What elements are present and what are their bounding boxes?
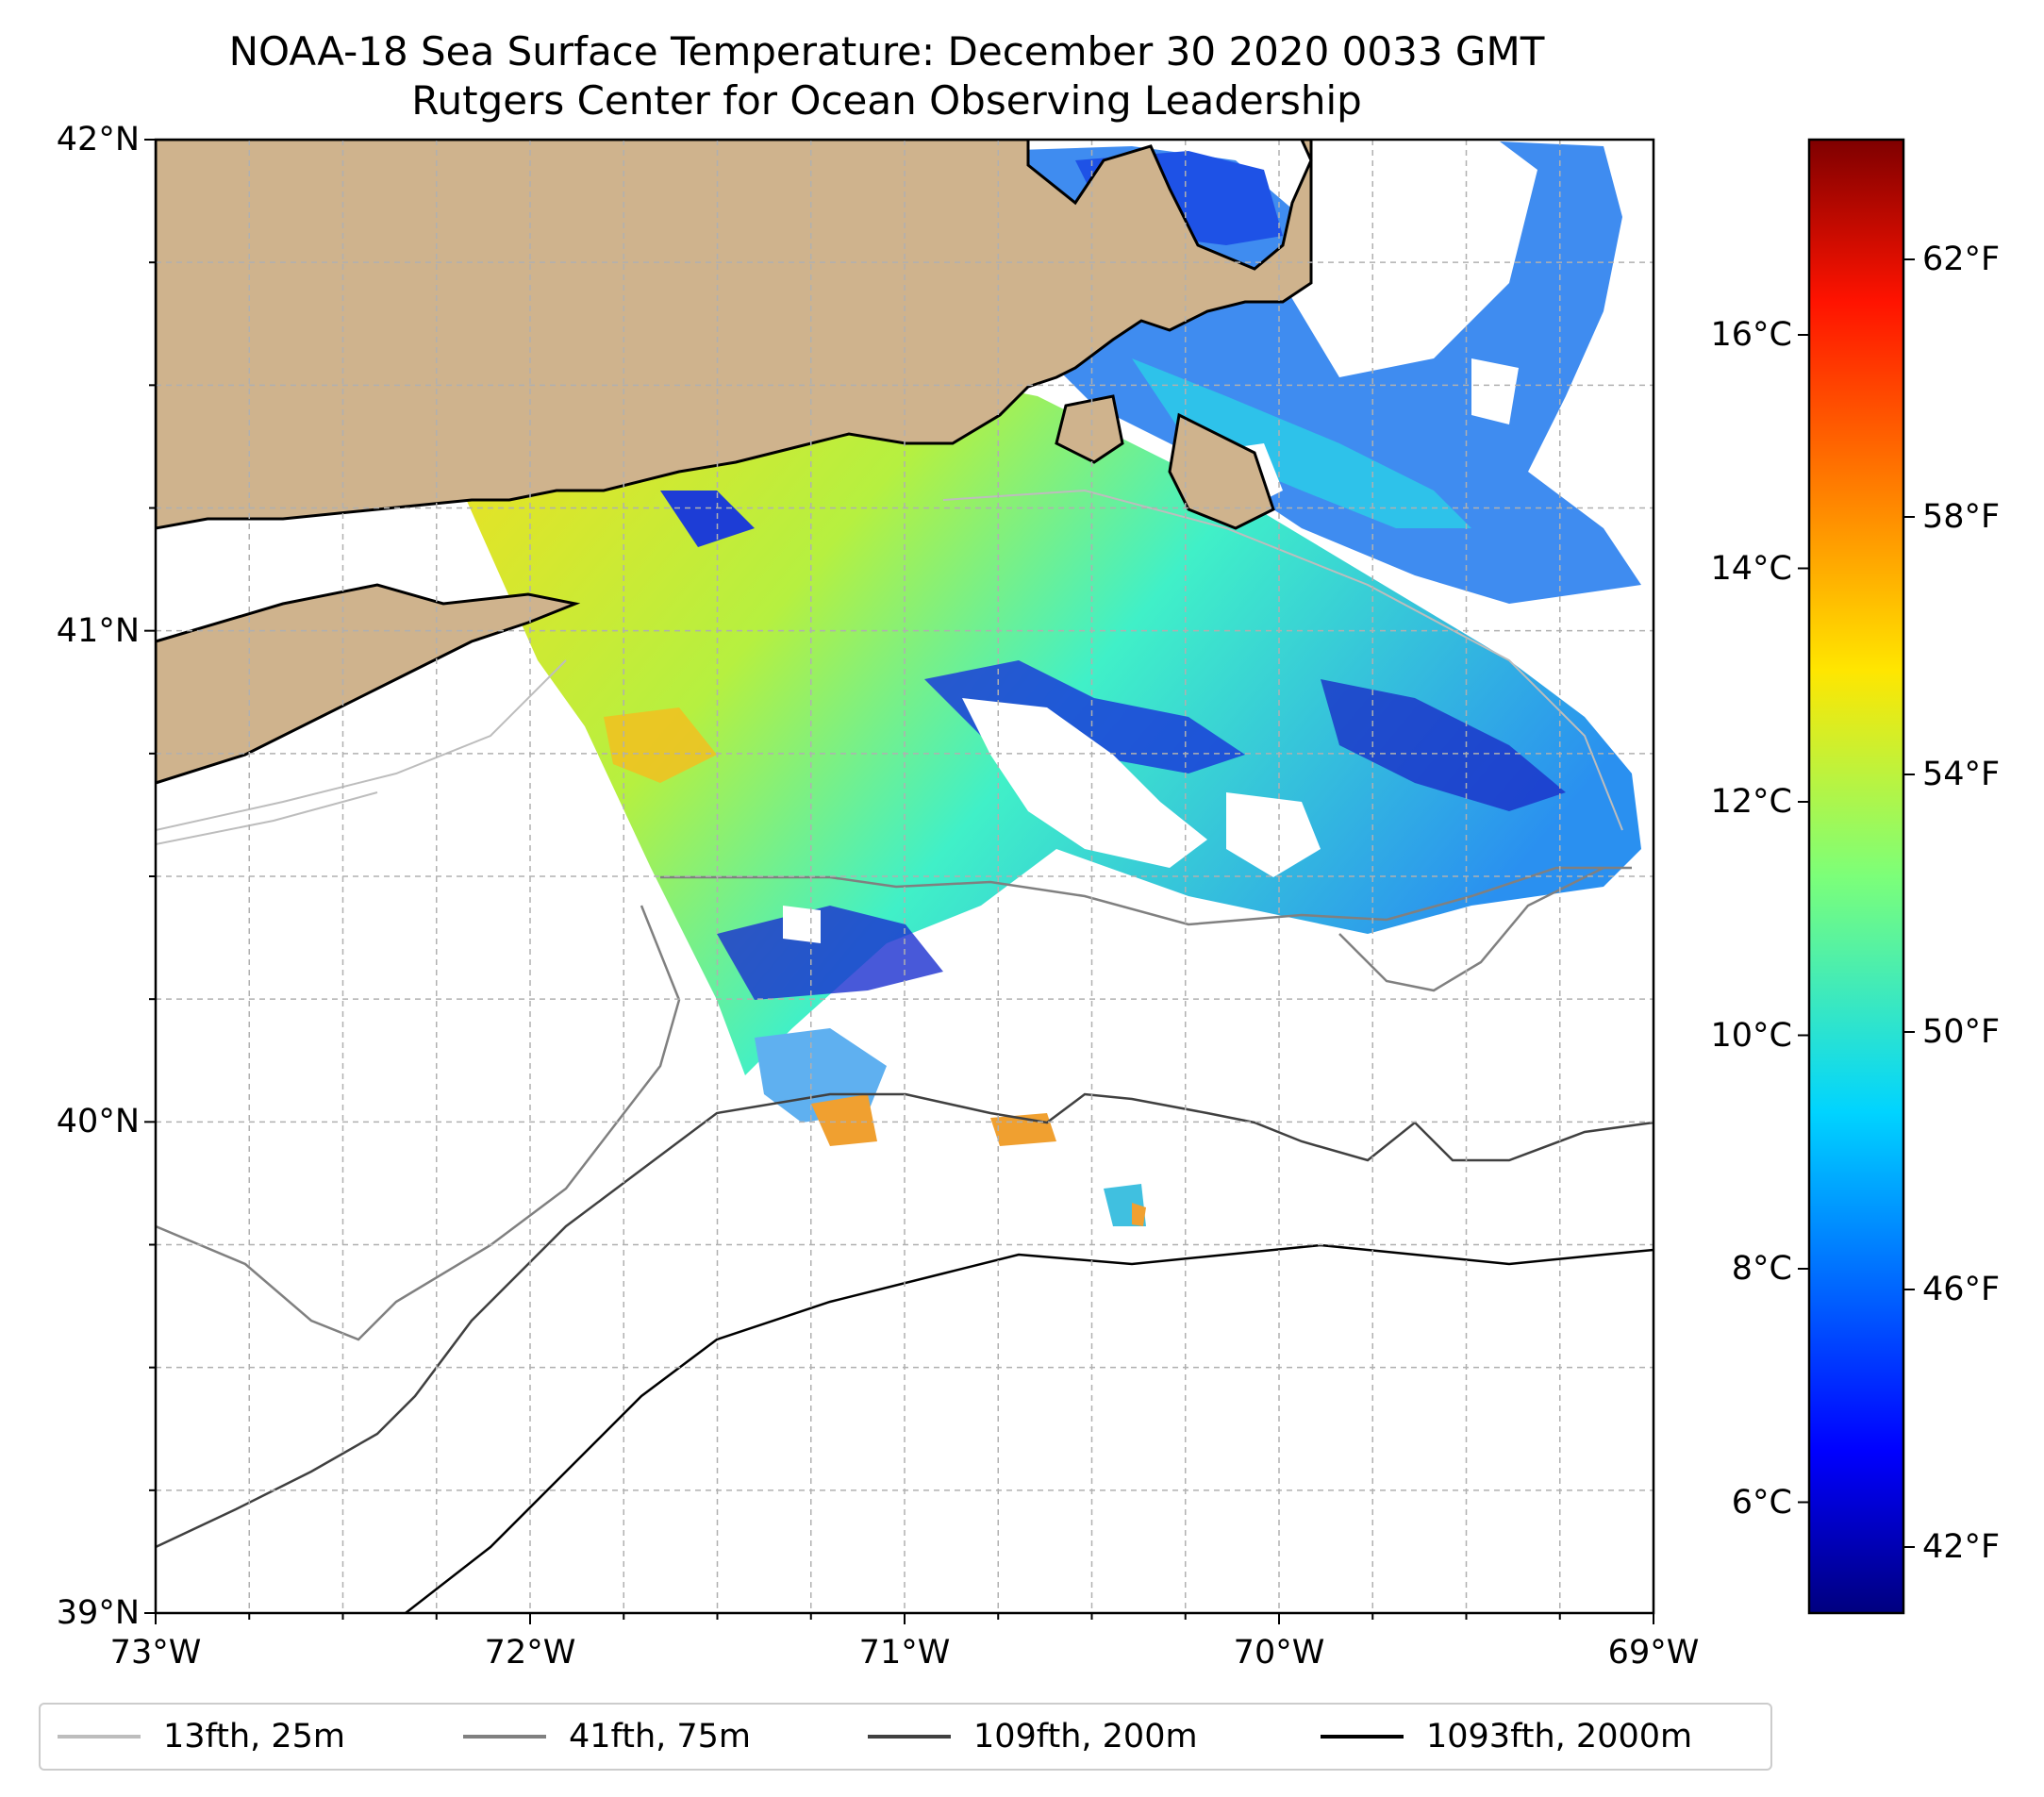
celsius-tick-label: 8°C bbox=[1731, 1250, 1792, 1288]
lon-tick-label: 71°W bbox=[858, 1634, 951, 1672]
lat-tick-label: 39°N bbox=[56, 1594, 140, 1632]
legend-swatch bbox=[463, 1735, 546, 1739]
legend-item-75m: 41fth, 75m bbox=[463, 1705, 751, 1769]
bathymetry-contours bbox=[156, 489, 1653, 1613]
lon-tick-label: 69°W bbox=[1607, 1634, 1700, 1672]
legend-label: 1093fth, 2000m bbox=[1426, 1718, 1693, 1755]
legend-label: 41fth, 75m bbox=[569, 1718, 752, 1755]
legend-swatch bbox=[868, 1735, 951, 1739]
fahrenheit-tick-label: 58°F bbox=[1922, 498, 2001, 536]
celsius-tick-label: 14°C bbox=[1710, 549, 1792, 588]
legend-label: 13fth, 25m bbox=[163, 1718, 346, 1755]
celsius-tick-label: 16°C bbox=[1710, 316, 1792, 354]
legend-item-2000m: 1093fth, 2000m bbox=[1321, 1705, 1692, 1769]
lat-tick-label: 40°N bbox=[56, 1103, 140, 1141]
fahrenheit-tick-label: 54°F bbox=[1922, 756, 2001, 793]
land-mass bbox=[156, 140, 1313, 785]
lon-tick-label: 72°W bbox=[484, 1634, 576, 1672]
celsius-tick-label: 12°C bbox=[1710, 783, 1792, 821]
celsius-tick-label: 10°C bbox=[1710, 1016, 1792, 1055]
colorbar bbox=[1807, 138, 1905, 1615]
legend-item-200m: 109fth, 200m bbox=[868, 1705, 1198, 1769]
colorbar-ticks bbox=[1798, 258, 1915, 1548]
fahrenheit-tick-label: 62°F bbox=[1922, 241, 2001, 278]
map-grid bbox=[156, 140, 1653, 1613]
map-title: NOAA-18 Sea Surface Temperature: Decembe… bbox=[228, 28, 1545, 75]
legend-item-25m: 13fth, 25m bbox=[58, 1705, 345, 1769]
lat-tick-label: 42°N bbox=[56, 121, 140, 158]
lon-tick-label: 73°W bbox=[109, 1634, 202, 1672]
fahrenheit-tick-label: 42°F bbox=[1922, 1528, 2001, 1566]
depth-legend: 13fth, 25m 41fth, 75m 109fth, 200m 1093f… bbox=[39, 1703, 1772, 1771]
lon-tick-label: 70°W bbox=[1233, 1634, 1325, 1672]
lat-tick-label: 41°N bbox=[56, 611, 140, 650]
legend-label: 109fth, 200m bbox=[973, 1718, 1198, 1755]
celsius-tick-label: 6°C bbox=[1731, 1483, 1792, 1522]
fahrenheit-tick-label: 46°F bbox=[1922, 1271, 2001, 1308]
fahrenheit-tick-label: 50°F bbox=[1922, 1013, 2001, 1051]
axis-ticks bbox=[144, 139, 1654, 1624]
legend-swatch bbox=[1321, 1735, 1404, 1739]
legend-swatch bbox=[58, 1735, 141, 1739]
map-subtitle: Rutgers Center for Ocean Observing Leade… bbox=[411, 77, 1362, 124]
